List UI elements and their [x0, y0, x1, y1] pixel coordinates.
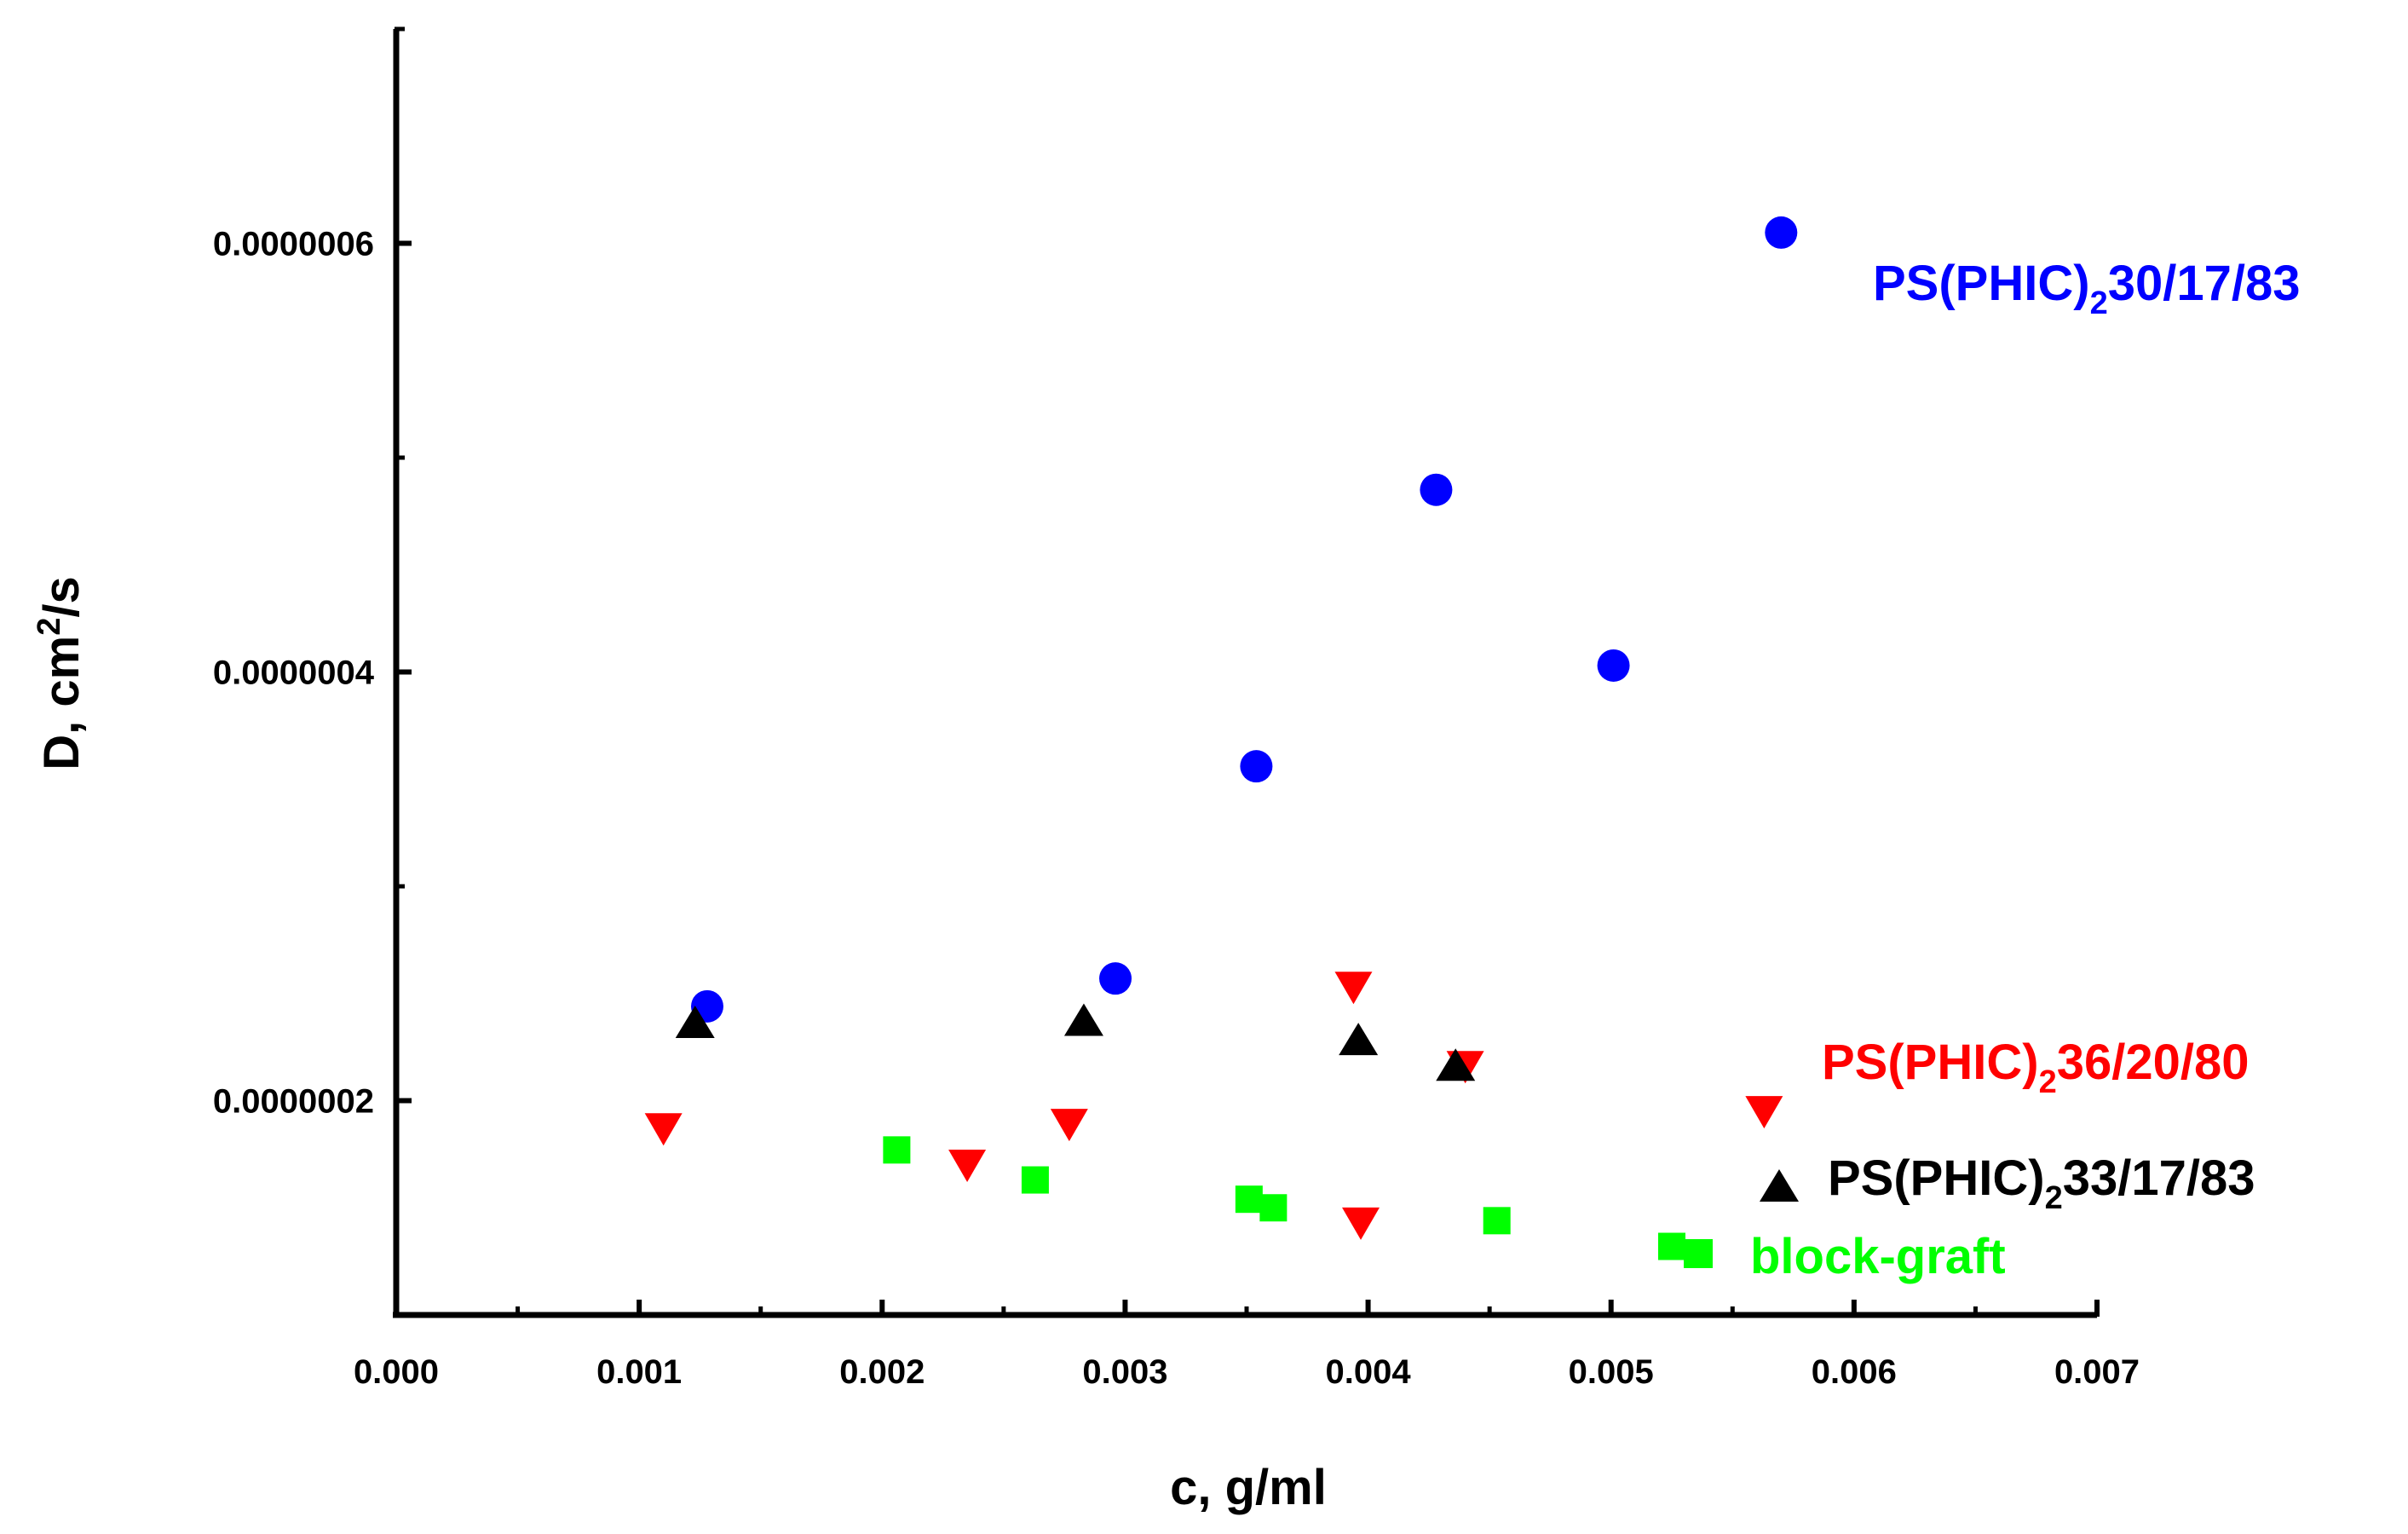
y-tick-label: 0.0000006 [213, 226, 374, 263]
data-point-ps30 [1099, 962, 1132, 995]
series-label-ps33: PS(PHIC)233/17/83 [1828, 1150, 2255, 1216]
data-point-ps33 [675, 1005, 715, 1038]
data-point-ps33 [1339, 1023, 1379, 1056]
series-label-ps36: PS(PHIC)236/20/80 [1822, 1035, 2250, 1100]
data-point-ps33 [1063, 1003, 1103, 1036]
y-tick-label: 0.0000002 [213, 1083, 374, 1121]
data-point-ps36 [1334, 972, 1373, 1005]
x-tick-label: 0.002 [839, 1353, 925, 1391]
data-point-bg [883, 1136, 911, 1164]
data-point-bg [1658, 1232, 1685, 1260]
data-point-ps36 [644, 1113, 683, 1146]
data-point-ps36 [948, 1149, 987, 1182]
x-tick-label: 0.006 [1812, 1353, 1897, 1391]
data-point-ps30 [1240, 750, 1273, 783]
data-point-ps36 [1342, 1207, 1380, 1240]
data-point-bg [1235, 1185, 1263, 1214]
y-axis-title-main: D, cm [34, 636, 89, 770]
y-axis-title-sup: 2 [32, 618, 67, 636]
data-point-ps30 [1765, 216, 1798, 249]
y-axis-title: D, cm2/s [32, 576, 89, 770]
legend: PS(PHIC)230/17/83 PS(PHIC)236/20/80 PS(P… [1684, 256, 2301, 1284]
y-axis-title-tail: /s [34, 576, 89, 617]
legend-marker-ps33 [1760, 1169, 1799, 1202]
data-point-ps30 [1597, 649, 1630, 682]
x-tick-label: 0.004 [1326, 1353, 1412, 1391]
data-point-bg [1259, 1194, 1288, 1222]
data-point-ps33 [1436, 1048, 1476, 1081]
x-axis-ticks: 0.000 0.001 0.002 0.003 0.004 0.005 0.006 0.007 [354, 1300, 2140, 1391]
plot-marks [644, 216, 1798, 1260]
x-tick-label: 0.007 [2054, 1353, 2140, 1391]
data-point-bg [1483, 1207, 1511, 1235]
data-point-ps36 [1745, 1096, 1783, 1129]
x-axis-title: c, g/ml [1170, 1460, 1327, 1515]
data-point-ps36 [1050, 1109, 1088, 1142]
data-point-bg [1021, 1166, 1049, 1194]
legend-marker-block-graft [1684, 1239, 1713, 1268]
x-tick-label: 0.001 [596, 1353, 682, 1391]
data-point-ps30 [1420, 473, 1453, 506]
x-tick-label: 0.000 [354, 1353, 439, 1391]
y-tick-label: 0.0000004 [213, 655, 375, 692]
series-label-ps30: PS(PHIC)230/17/83 [1873, 256, 2301, 321]
series-label-block-graft: block-graft [1750, 1229, 2006, 1284]
x-tick-label: 0.005 [1569, 1353, 1654, 1391]
y-axis-ticks: 0.0000002 0.0000004 0.0000006 [213, 26, 412, 1318]
x-tick-label: 0.003 [1082, 1353, 1167, 1391]
